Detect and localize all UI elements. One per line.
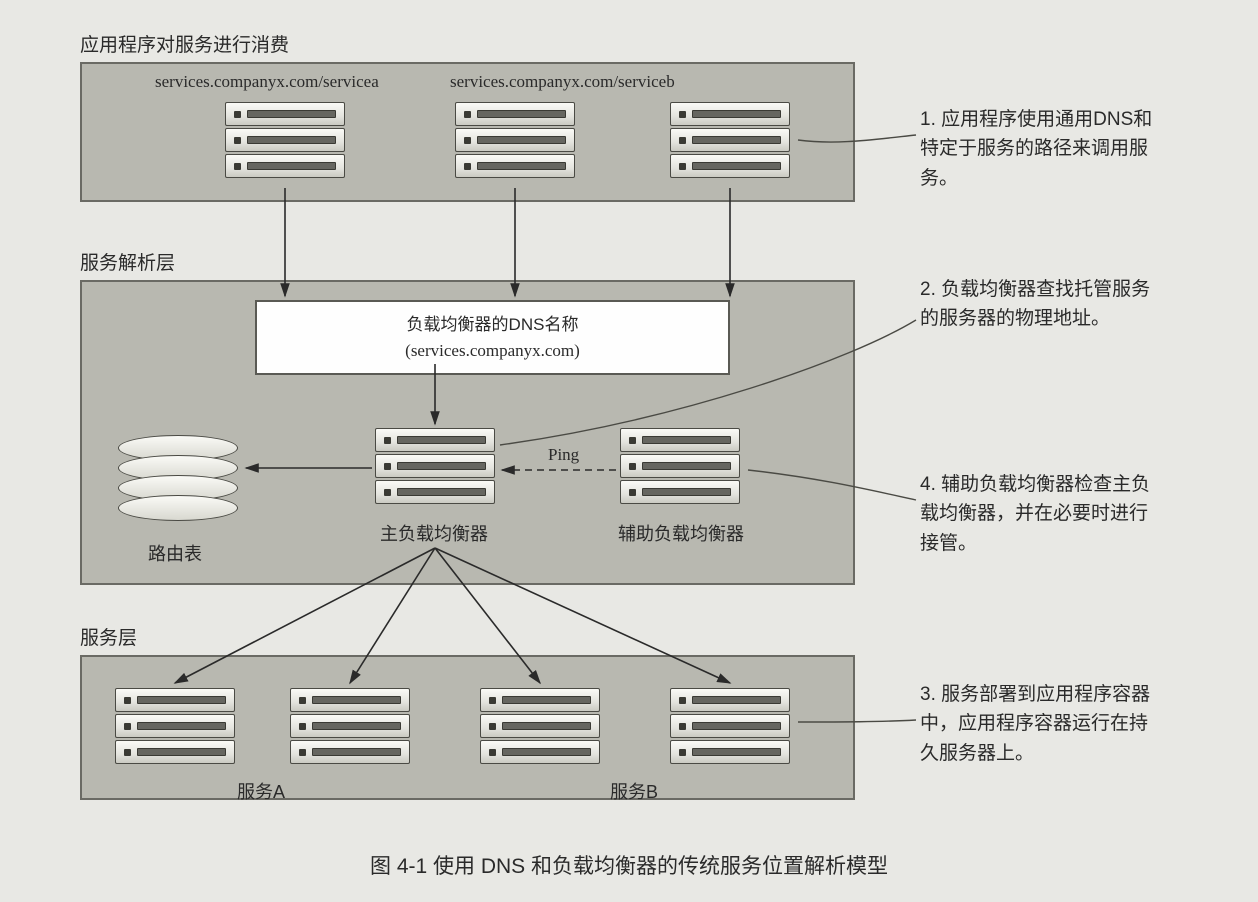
service-server-1 — [115, 688, 235, 766]
primary-lb-label: 主负载均衡器 — [380, 520, 488, 546]
annotation-1: 1. 应用程序使用通用DNS和特定于服务的路径来调用服务。 — [920, 105, 1155, 193]
service-b-label: 服务B — [610, 778, 658, 804]
app-layer-title: 应用程序对服务进行消费 — [80, 30, 289, 57]
service-layer-title: 服务层 — [80, 623, 137, 650]
service-a-label: 服务A — [237, 778, 285, 804]
service-server-2 — [290, 688, 410, 766]
routing-table-db-icon — [118, 435, 238, 521]
secondary-lb-label: 辅助负载均衡器 — [618, 520, 744, 546]
resolve-layer-title: 服务解析层 — [80, 248, 175, 275]
primary-lb-icon — [375, 428, 495, 506]
dns-box-line2: (services.companyx.com) — [277, 338, 708, 364]
service-server-3 — [480, 688, 600, 766]
app-server-3 — [670, 102, 790, 180]
app-server-2 — [455, 102, 575, 180]
ping-label: Ping — [548, 445, 579, 465]
secondary-lb-icon — [620, 428, 740, 506]
app-server-1 — [225, 102, 345, 180]
annotation-4: 4. 辅助负载均衡器检查主负载均衡器，并在必要时进行接管。 — [920, 470, 1155, 558]
service-server-4 — [670, 688, 790, 766]
url-service-b: services.companyx.com/serviceb — [450, 72, 675, 92]
url-service-a: services.companyx.com/servicea — [155, 72, 379, 92]
dns-box-line1: 负载均衡器的DNS名称 — [277, 312, 708, 338]
annotation-2: 2. 负载均衡器查找托管服务的服务器的物理地址。 — [920, 275, 1155, 334]
figure-caption: 图 4-1 使用 DNS 和负载均衡器的传统服务位置解析模型 — [0, 850, 1258, 880]
dns-name-box: 负载均衡器的DNS名称 (services.companyx.com) — [255, 300, 730, 375]
annotation-3: 3. 服务部署到应用程序容器中，应用程序容器运行在持久服务器上。 — [920, 680, 1155, 768]
routing-table-label: 路由表 — [148, 540, 202, 566]
